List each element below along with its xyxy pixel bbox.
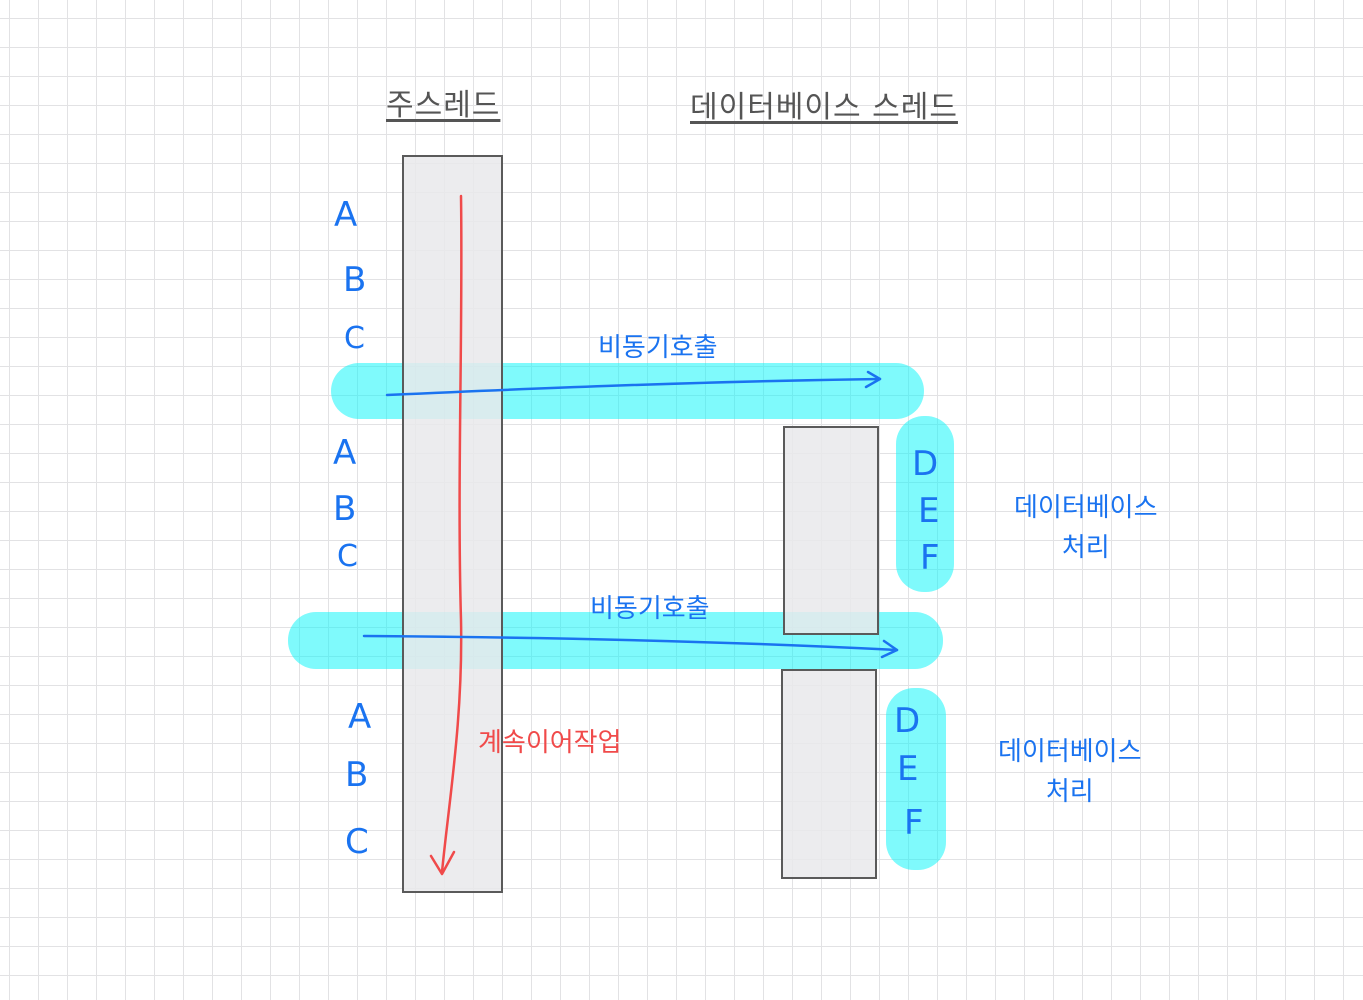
async-call-arrowhead-2 (880, 639, 899, 659)
db-step-d-1: D (912, 444, 939, 484)
main-thread-header: 주스레드 (386, 88, 501, 123)
main-step-b-2: B (333, 489, 357, 529)
db-thread-bar-2 (781, 669, 877, 879)
async-call-label-2: 비동기호출 (590, 594, 710, 624)
main-step-a-3: A (348, 697, 372, 737)
db-step-f-1: F (920, 538, 940, 578)
main-step-c-2: C (337, 539, 358, 574)
db-process-note-2: 데이터베이스 처리 (998, 732, 1142, 813)
highlight-db-steps-2 (886, 688, 946, 870)
db-process-note-1: 데이터베이스 처리 (1014, 488, 1158, 569)
highlight-db-steps-1 (896, 416, 954, 592)
main-step-a-1: A (334, 195, 358, 235)
db-process-note-1-line2: 처리 (1061, 533, 1110, 564)
main-flow-arrow (440, 194, 463, 874)
db-process-note-2-line2: 처리 (1045, 777, 1094, 808)
async-call-arrow-2 (362, 634, 899, 652)
main-step-b-1: B (343, 260, 367, 300)
db-thread-bar-1 (783, 426, 879, 635)
db-step-d-2: D (894, 701, 921, 741)
main-step-b-3: B (345, 755, 369, 795)
async-call-label-1: 비동기호출 (598, 333, 718, 363)
continue-work-label: 계속이어작업 (478, 728, 622, 758)
async-call-arrowhead-1 (864, 370, 882, 389)
main-flow-arrowhead (429, 850, 456, 876)
db-process-note-2-line1: 데이터베이스 (998, 737, 1142, 767)
db-step-f-2: F (904, 803, 924, 843)
async-call-arrow-1 (385, 377, 882, 397)
db-step-e-1: E (918, 491, 940, 531)
db-step-e-2: E (897, 749, 919, 789)
main-step-c-1: C (344, 321, 365, 356)
db-process-note-1-line1: 데이터베이스 (1014, 493, 1158, 523)
main-step-a-2: A (333, 433, 357, 473)
main-step-c-3: C (345, 822, 369, 862)
db-thread-header: 데이터베이스 스레드 (690, 90, 958, 125)
